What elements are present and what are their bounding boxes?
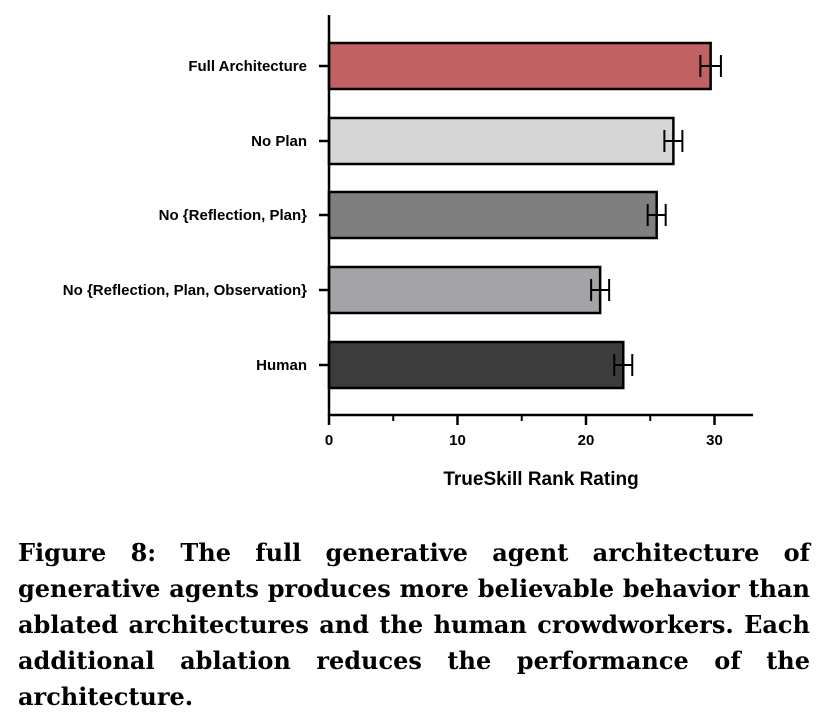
bar-0 xyxy=(327,41,712,91)
bar-chart: Full Architecture No Plan No {Reflection, … xyxy=(63,15,754,490)
bar-1 xyxy=(327,116,675,166)
bar-4 xyxy=(327,340,625,390)
y-tick-label-0: Full Architecture xyxy=(188,58,307,75)
error-bars-group xyxy=(590,55,722,376)
y-tick-label-2: No {Reflection, Plan} xyxy=(159,207,308,224)
figure-caption: Figure 8: The full generative agent arch… xyxy=(18,538,810,711)
y-tick-labels: Full Architecture No Plan No {Reflection, … xyxy=(63,58,329,374)
y-tick-label-3: No {Reflection, Plan, Observation} xyxy=(63,282,307,299)
x-tick-label-3: 30 xyxy=(706,432,723,449)
x-tick-label-1: 10 xyxy=(449,432,466,449)
x-ticks: 0 10 20 30 xyxy=(325,415,723,449)
bars-group xyxy=(327,41,712,390)
bar-3 xyxy=(327,265,602,315)
x-tick-label-2: 20 xyxy=(578,432,595,449)
bar-2 xyxy=(327,190,658,240)
x-tick-label-0: 0 xyxy=(325,432,333,449)
y-tick-label-1: No Plan xyxy=(251,133,307,150)
y-tick-label-4: Human xyxy=(256,357,307,374)
x-axis-title: TrueSkill Rank Rating xyxy=(443,469,638,490)
